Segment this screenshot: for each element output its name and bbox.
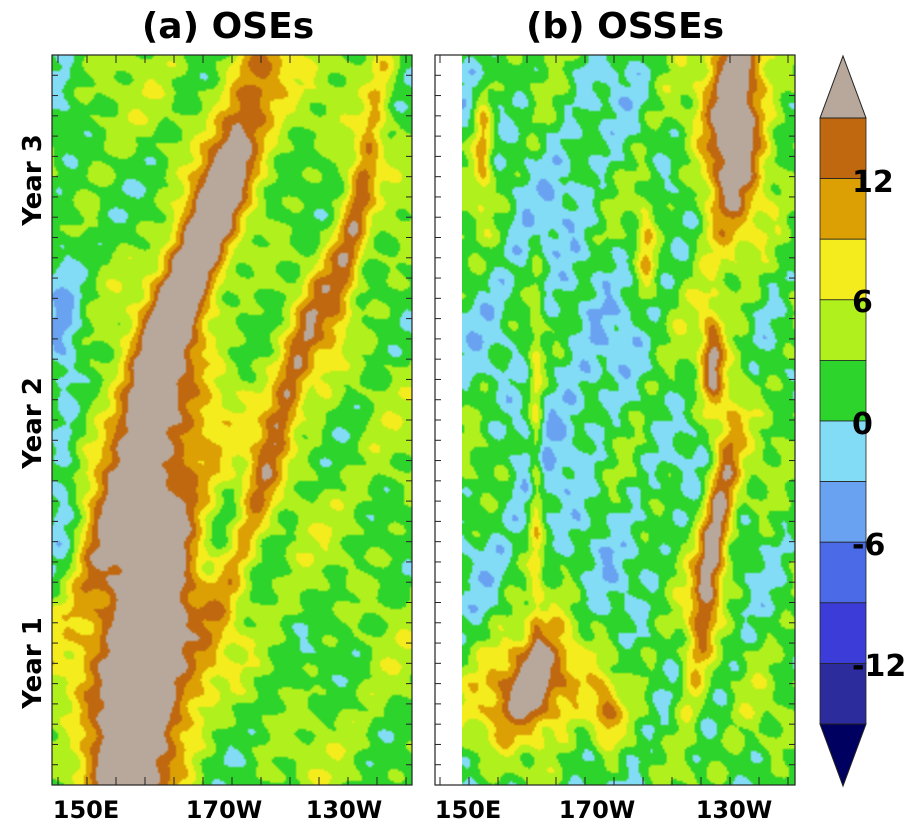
- colorbar-max-arrow: [819, 54, 867, 119]
- colorbar-box: [819, 541, 867, 604]
- colorbar-min-arrow: [819, 723, 867, 788]
- panel-a: (a) OSEs 150E 170W 130W Year 1 Year 2 Ye…: [18, 6, 413, 824]
- colorbar-box: [819, 359, 867, 422]
- colorbar-box: [819, 299, 867, 361]
- panel-b-title: (b) OSSEs: [526, 6, 724, 47]
- panel-a-x-tick-170w: 170W: [186, 796, 263, 824]
- colorbar-box: [819, 117, 867, 179]
- panel-b-x-tick-150e: 150E: [435, 796, 502, 824]
- colorbar-boxes: [819, 117, 867, 725]
- panel-a-y-tick-year2: Year 2: [18, 377, 48, 470]
- panel-a-y-tick-year1: Year 1: [18, 617, 48, 710]
- colorbar-box: [819, 602, 867, 664]
- colorbar: 12 6 0 -6 -12: [819, 54, 906, 788]
- colorbar-box: [819, 481, 867, 543]
- panel-b-x-tick-130w: 130W: [696, 796, 773, 824]
- panel-a-x-tick-130w: 130W: [306, 796, 383, 824]
- panel-b-ticks: [435, 54, 795, 786]
- colorbar-tick-minus-12: -12: [852, 649, 906, 684]
- colorbar-tick-6: 6: [852, 285, 873, 320]
- colorbar-tick-0: 0: [852, 407, 873, 442]
- panel-b-x-tick-170w: 170W: [559, 796, 636, 824]
- panel-b-heatmap: [462, 55, 795, 785]
- panel-a-title: (a) OSEs: [142, 6, 314, 47]
- panel-a-heatmap: [52, 55, 412, 785]
- panel-a-y-tick-year3: Year 3: [18, 134, 48, 227]
- colorbar-box: [819, 178, 867, 240]
- panel-a-x-tick-150e: 150E: [53, 796, 120, 824]
- colorbar-tick-minus-6: -6: [852, 528, 885, 563]
- panel-b: (b) OSSEs 150E 170W 130W: [434, 6, 796, 824]
- panel-a-ticks: [52, 54, 412, 786]
- colorbar-tick-12: 12: [852, 165, 894, 200]
